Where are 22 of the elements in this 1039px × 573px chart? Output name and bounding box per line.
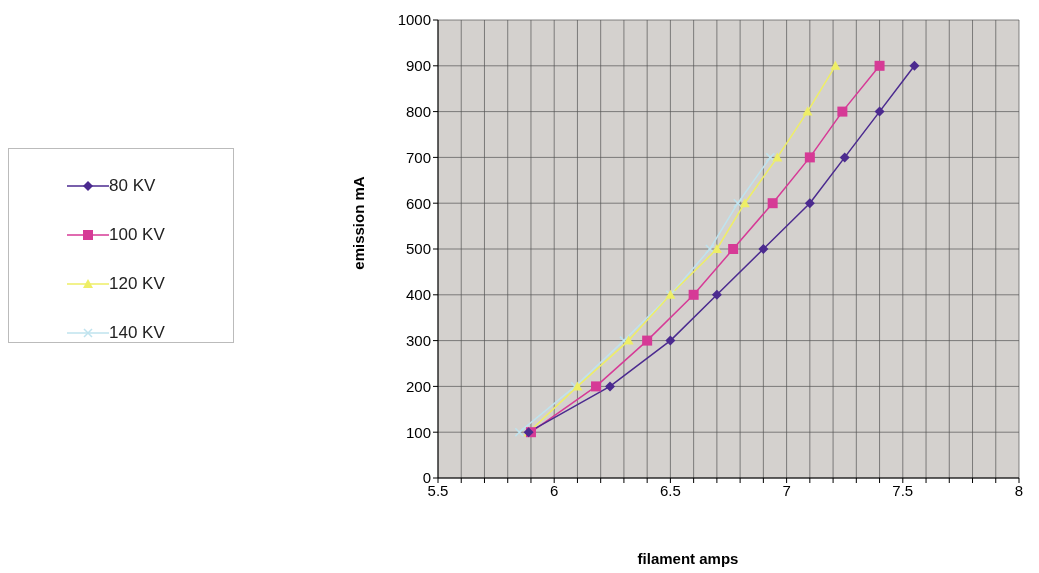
- y-tick-label: 0: [422, 469, 431, 487]
- legend-label: 120 KV: [109, 273, 165, 294]
- x-tick-label: 7.5: [892, 481, 914, 499]
- x-axis-title: filament amps: [636, 550, 740, 567]
- y-tick-label: 600: [405, 194, 431, 212]
- y-tick-label: 900: [405, 57, 431, 75]
- x-tick-label: 6.5: [659, 481, 681, 499]
- x-tick-label: 8: [1014, 481, 1024, 499]
- y-tick-label: 700: [405, 148, 431, 166]
- y-tick-label: 800: [405, 102, 431, 120]
- legend-label: 140 KV: [109, 322, 165, 343]
- y-tick-label: 400: [405, 286, 431, 304]
- y-tick-label: 500: [405, 240, 431, 258]
- y-tick-label: 300: [405, 331, 431, 349]
- x-tick-label: 7: [782, 481, 791, 499]
- y-tick-label: 1000: [397, 11, 431, 29]
- y-tick-label: 200: [405, 377, 431, 395]
- legend-label: 100 KV: [109, 224, 165, 245]
- legend-label: 80 KV: [109, 175, 156, 196]
- y-axis-title: emission mA: [349, 176, 367, 270]
- y-tick-label: 100: [405, 423, 431, 441]
- x-tick-label: 6: [550, 481, 559, 499]
